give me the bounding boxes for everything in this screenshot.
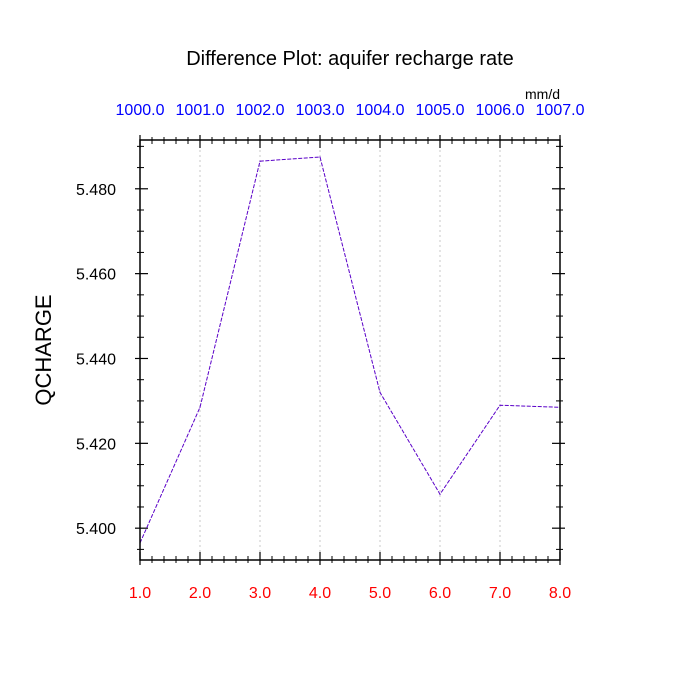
- y-tick-label: 5.400: [76, 521, 116, 538]
- top-x-tick-label: 1002.0: [236, 102, 285, 119]
- y-tick-label: 5.480: [76, 182, 116, 199]
- x-tick-label: 2.0: [189, 585, 211, 602]
- top-x-tick-label: 1005.0: [416, 102, 465, 119]
- data-point: [199, 406, 201, 408]
- chart-title: Difference Plot: aquifer recharge rate: [186, 48, 514, 70]
- data-point: [499, 404, 501, 406]
- y-tick-label: 5.420: [76, 436, 116, 453]
- series-line: [139, 156, 561, 544]
- data-point: [259, 160, 261, 162]
- y-tick-label: 5.440: [76, 351, 116, 368]
- top-x-tick-label: 1000.0: [116, 102, 165, 119]
- x-tick-label: 3.0: [249, 585, 271, 602]
- y-axis-label: QCHARGE: [31, 294, 56, 405]
- top-x-tick-label: 1004.0: [356, 102, 405, 119]
- tick-label-layer: 1.0 2.0 3.0 4.0 5.0 6.0 7.0 8.0 1000.0 1001.0 1002…: [76, 102, 585, 602]
- top-x-tick-label: 1007.0: [536, 102, 585, 119]
- top-x-tick-label: 1003.0: [296, 102, 345, 119]
- x-tick-label: 1.0: [129, 585, 151, 602]
- y-tick-label: 5.460: [76, 267, 116, 284]
- units-label: mm/d: [525, 86, 560, 102]
- plot-frame: [139, 139, 561, 561]
- x-tick-label: 5.0: [369, 585, 391, 602]
- x-tick-label: 6.0: [429, 585, 451, 602]
- data-point: [319, 156, 321, 158]
- x-tick-label: 8.0: [549, 585, 571, 602]
- data-point: [439, 493, 441, 495]
- top-x-tick-label: 1006.0: [476, 102, 525, 119]
- data-point: [379, 391, 381, 394]
- x-tick-label: 4.0: [309, 585, 331, 602]
- top-x-tick-label: 1001.0: [176, 102, 225, 119]
- grid-layer: [199, 140, 501, 560]
- x-tick-label: 7.0: [489, 585, 511, 602]
